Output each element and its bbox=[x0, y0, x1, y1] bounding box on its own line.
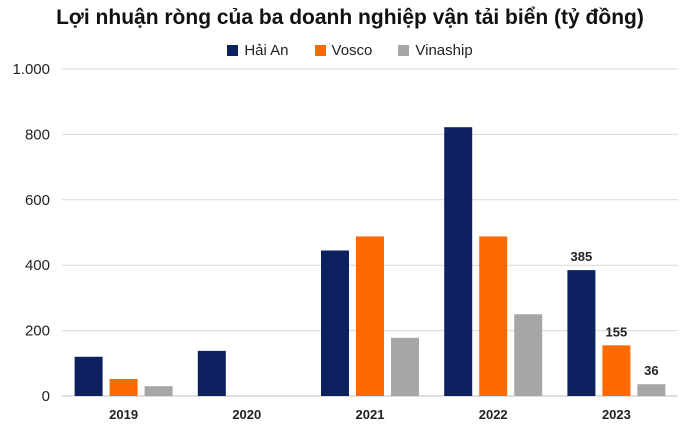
bar bbox=[109, 378, 138, 396]
legend-label-vinaship: Vinaship bbox=[415, 42, 473, 59]
data-label: 36 bbox=[644, 363, 658, 378]
bar bbox=[391, 337, 419, 396]
y-tick-label: 1.000 bbox=[12, 61, 50, 78]
legend-swatch-hai-an bbox=[227, 45, 239, 56]
bar bbox=[444, 127, 473, 397]
chart-title: Lợi nhuận ròng của ba doanh nghiệp vận t… bbox=[56, 6, 644, 29]
data-label: 155 bbox=[606, 324, 628, 339]
x-tick-label: 2020 bbox=[232, 407, 261, 422]
bar bbox=[197, 350, 226, 396]
legend-item-vinaship: Vinaship bbox=[398, 42, 473, 59]
y-tick-label: 400 bbox=[25, 257, 50, 274]
legend-item-hai-an: Hải An bbox=[227, 42, 289, 59]
bar bbox=[321, 250, 349, 396]
x-tick-label: 2021 bbox=[356, 407, 385, 422]
bar bbox=[356, 236, 384, 396]
legend-label-vosco: Vosco bbox=[331, 42, 373, 59]
y-tick-label: 600 bbox=[25, 192, 50, 209]
y-tick-label: 800 bbox=[25, 126, 50, 143]
bar bbox=[514, 314, 543, 396]
data-label: 385 bbox=[571, 249, 593, 264]
legend-item-vosco: Vosco bbox=[314, 42, 373, 59]
bar bbox=[602, 345, 631, 396]
x-tick-label: 2023 bbox=[602, 407, 631, 422]
x-tick-label: 2019 bbox=[109, 407, 138, 422]
y-tick-label: 200 bbox=[25, 323, 50, 340]
bar bbox=[144, 386, 173, 396]
bar bbox=[74, 356, 103, 396]
legend-swatch-vinaship bbox=[398, 45, 410, 56]
bar bbox=[567, 270, 596, 396]
y-tick-label: 0 bbox=[42, 388, 50, 405]
legend-label-hai-an: Hải An bbox=[244, 42, 289, 59]
legend-swatch-vosco bbox=[314, 45, 326, 56]
x-tick-label: 2022 bbox=[479, 407, 508, 422]
bar bbox=[479, 236, 508, 396]
chart-legend: Hải An Vosco Vinaship bbox=[0, 42, 700, 59]
bar bbox=[637, 384, 666, 396]
